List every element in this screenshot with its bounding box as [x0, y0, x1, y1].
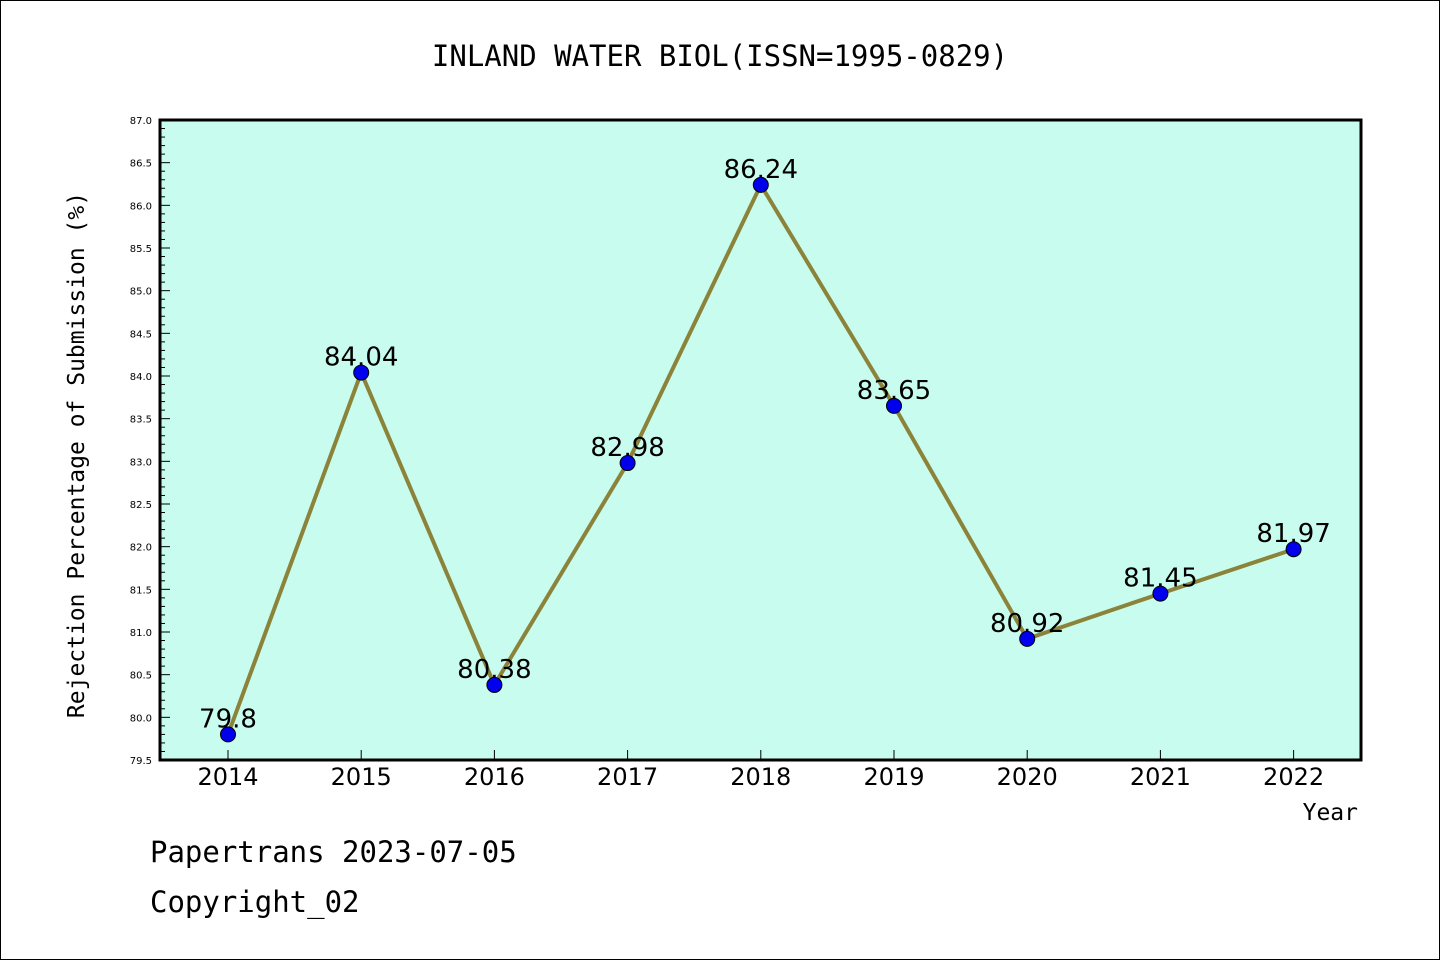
data-label: 84.04: [324, 343, 398, 373]
data-label: 81.97: [1256, 519, 1330, 549]
y-tick-label: 80.0: [130, 713, 152, 724]
data-points: [220, 176, 1302, 743]
x-tick-label: 2022: [1263, 763, 1324, 791]
x-tick-label: 2019: [863, 763, 924, 791]
y-axis-ticks: 79.5 80.0 80.5 81.0 81.5 82.0 82.5 83.0 83.5 84.0…: [130, 116, 170, 767]
y-tick-label: 83.5: [130, 415, 152, 426]
data-point: [619, 455, 636, 472]
y-tick-label: 84.5: [130, 329, 152, 340]
footer-copyright: Copyright_02: [150, 885, 360, 919]
x-tick-label: 2021: [1130, 763, 1191, 791]
data-label: 80.38: [457, 655, 531, 685]
chart-title: INLAND WATER BIOL(ISSN=1995-0829): [432, 39, 1008, 73]
x-tick-label: 2014: [197, 763, 258, 791]
data-point: [752, 176, 769, 193]
y-tick-label: 86.5: [130, 159, 152, 170]
x-tick-label: 2015: [331, 763, 392, 791]
data-label: 79.8: [199, 704, 257, 734]
data-point: [220, 726, 236, 743]
data-point: [886, 397, 902, 414]
y-tick-label: 85.0: [130, 287, 152, 298]
x-tick-label: 2016: [464, 763, 525, 791]
y-tick-label: 79.5: [130, 756, 152, 767]
y-tick-label: 85.5: [130, 244, 152, 255]
x-axis-ticks: 2014 2015 2016 2017 2018 2019 2020 2021 2022: [197, 750, 1324, 791]
y-tick-label: 87.0: [130, 116, 152, 127]
y-tick-label: 81.0: [130, 628, 152, 639]
x-axis-label: Year: [1303, 800, 1358, 826]
data-point: [1152, 585, 1169, 602]
data-point: [1285, 541, 1302, 558]
x-tick-label: 2017: [597, 763, 658, 791]
x-tick-label: 2018: [730, 763, 791, 791]
data-label: 82.98: [590, 433, 664, 463]
data-point: [486, 676, 503, 693]
y-tick-label: 82.5: [130, 500, 152, 511]
y-axis-label: Rejection Percentage of Submission (%): [64, 192, 90, 718]
x-tick-label: 2020: [997, 763, 1058, 791]
y-tick-label: 84.0: [130, 372, 152, 383]
data-point: [353, 364, 370, 381]
data-point: [1019, 630, 1036, 647]
data-label: 86.24: [724, 155, 798, 185]
y-tick-label: 83.0: [130, 457, 152, 468]
y-tick-label: 82.0: [130, 543, 152, 554]
data-label: 81.45: [1123, 564, 1197, 594]
y-tick-label: 86.0: [130, 201, 152, 212]
y-tick-label: 81.5: [130, 585, 152, 596]
plot-area: [158, 118, 1363, 762]
data-label: 83.65: [857, 376, 931, 406]
footer-date: Papertrans 2023-07-05: [150, 835, 517, 869]
y-tick-label: 80.5: [130, 671, 152, 682]
data-labels: 79.8 84.04 80.38 82.98 86.24 83.65 80.92 81.45 8…: [199, 155, 1331, 735]
data-label: 80.92: [990, 609, 1064, 639]
